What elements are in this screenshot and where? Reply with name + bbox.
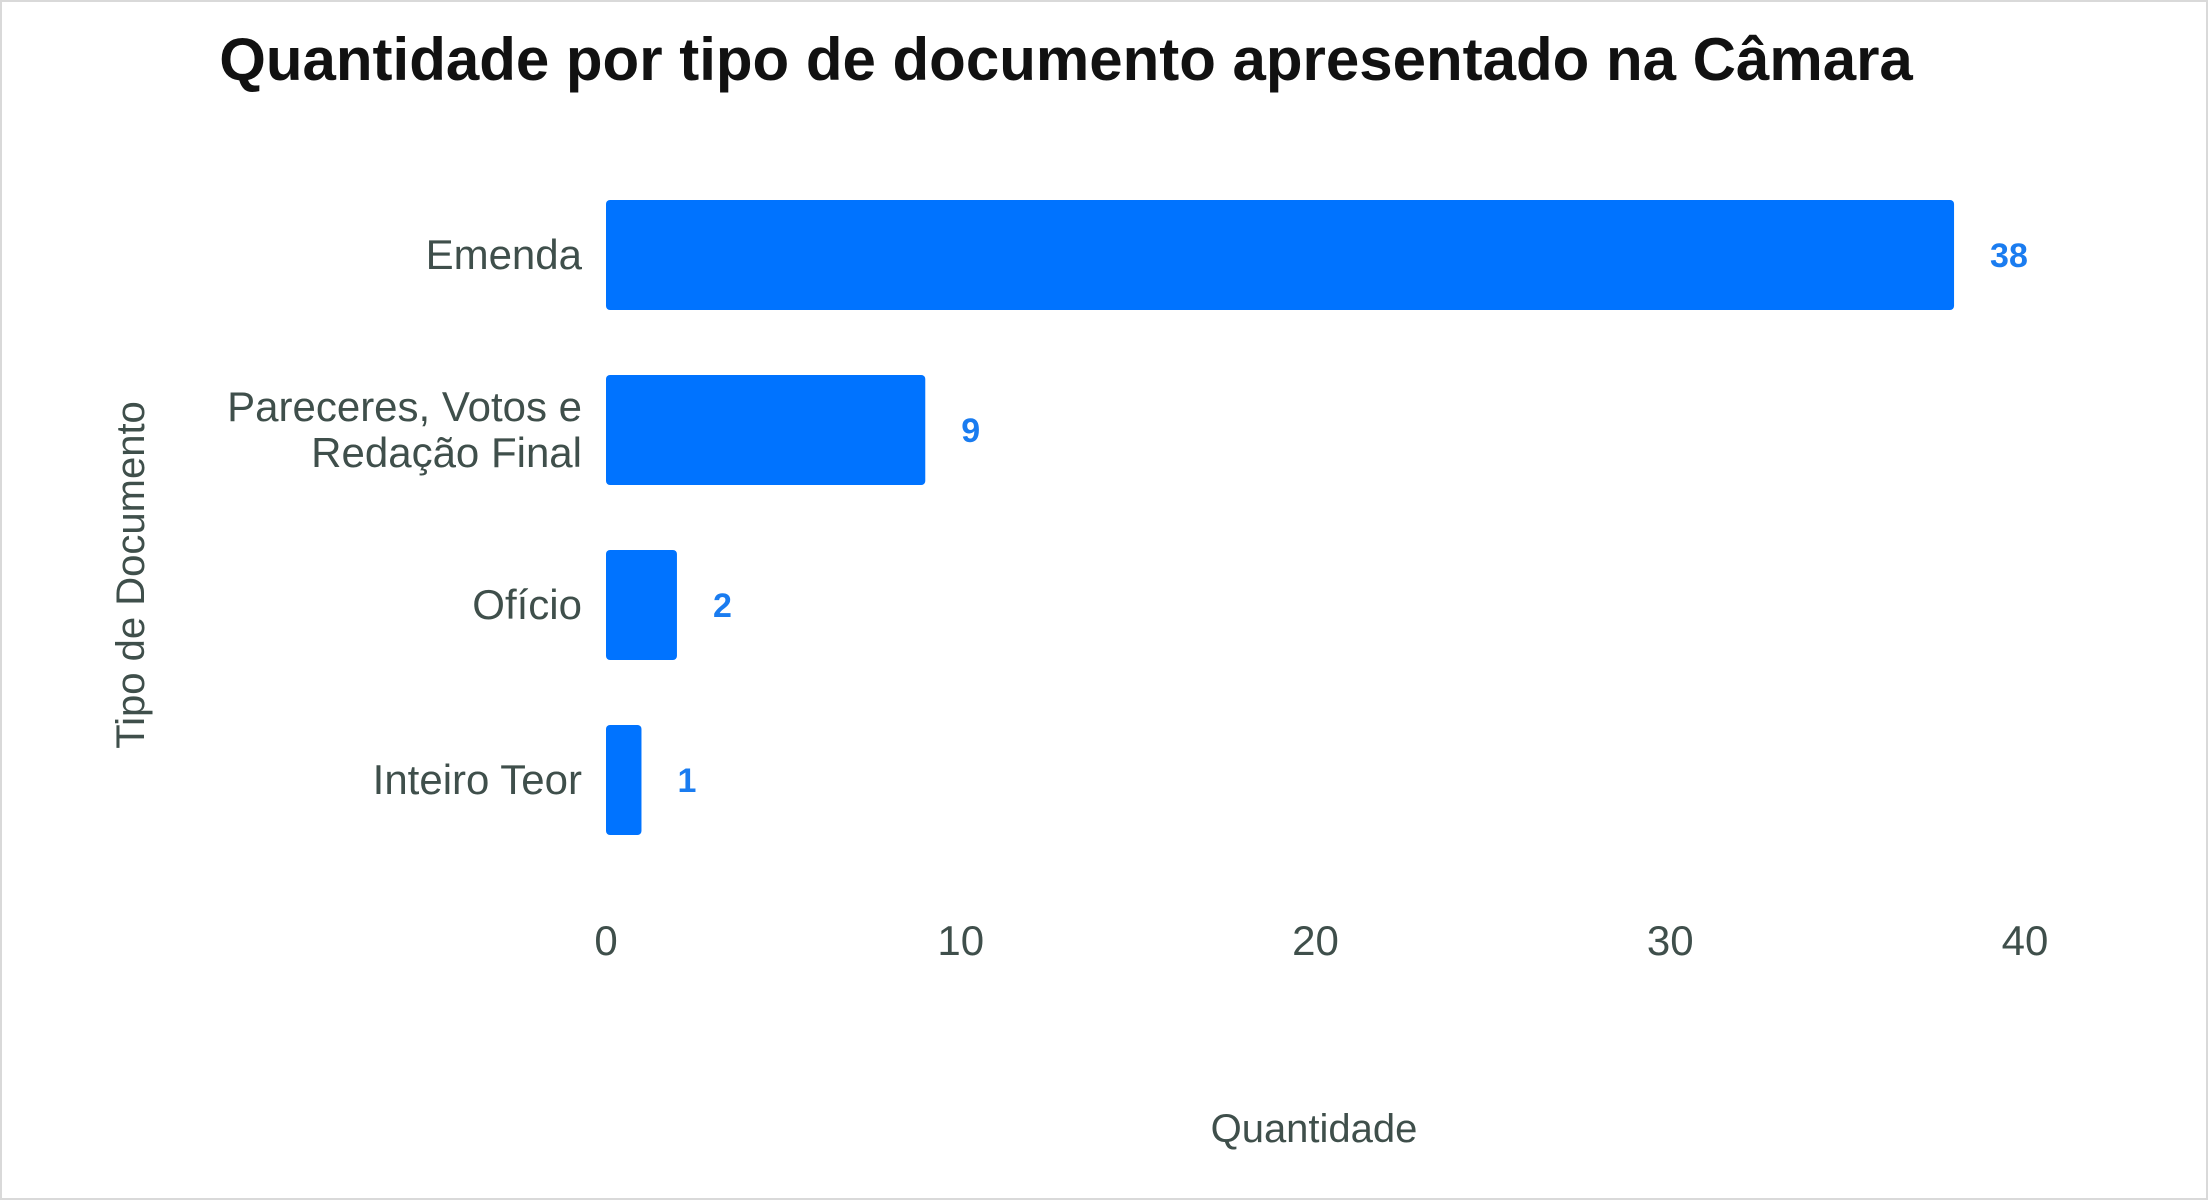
category-label-line: Ofício xyxy=(472,581,582,628)
bar-3 xyxy=(606,725,642,835)
category-label-3: Inteiro Teor xyxy=(373,756,582,803)
category-label-2: Ofício xyxy=(472,581,582,628)
category-label-line: Inteiro Teor xyxy=(373,756,582,803)
bar-1 xyxy=(606,375,926,485)
y-axis-title: Tipo de Documento xyxy=(109,401,153,749)
value-label-0: 38 xyxy=(1990,237,2028,275)
x-tick-label-1: 10 xyxy=(937,917,984,964)
x-tick-label-0: 0 xyxy=(594,917,617,964)
category-label-1: Pareceres, Votos e Redação Final xyxy=(227,383,582,476)
bars-group xyxy=(606,200,1955,835)
chart-title: Quantidade por tipo de documento apresen… xyxy=(219,26,1913,93)
x-axis-title: Quantidade xyxy=(1211,1107,1418,1151)
x-tick-label-2: 20 xyxy=(1292,917,1339,964)
bar-0 xyxy=(606,200,1955,310)
category-labels-group: Emenda Pareceres, Votos e Redação Final Ofí… xyxy=(227,231,583,803)
category-label-line: Pareceres, Votos e xyxy=(227,383,582,430)
x-axis-ticks-group: 0 10 20 30 40 xyxy=(594,917,2048,964)
category-label-line: Redação Final xyxy=(311,429,582,476)
x-tick-label-4: 40 xyxy=(2002,917,2049,964)
value-label-3: 1 xyxy=(677,762,696,800)
bar-2 xyxy=(606,550,677,660)
value-label-1: 9 xyxy=(961,412,980,450)
value-labels-group: 38 9 2 1 xyxy=(677,237,2027,800)
value-label-2: 2 xyxy=(713,587,732,625)
x-tick-label-3: 30 xyxy=(1647,917,1694,964)
category-label-line: Emenda xyxy=(426,231,583,278)
category-label-0: Emenda xyxy=(426,231,583,278)
